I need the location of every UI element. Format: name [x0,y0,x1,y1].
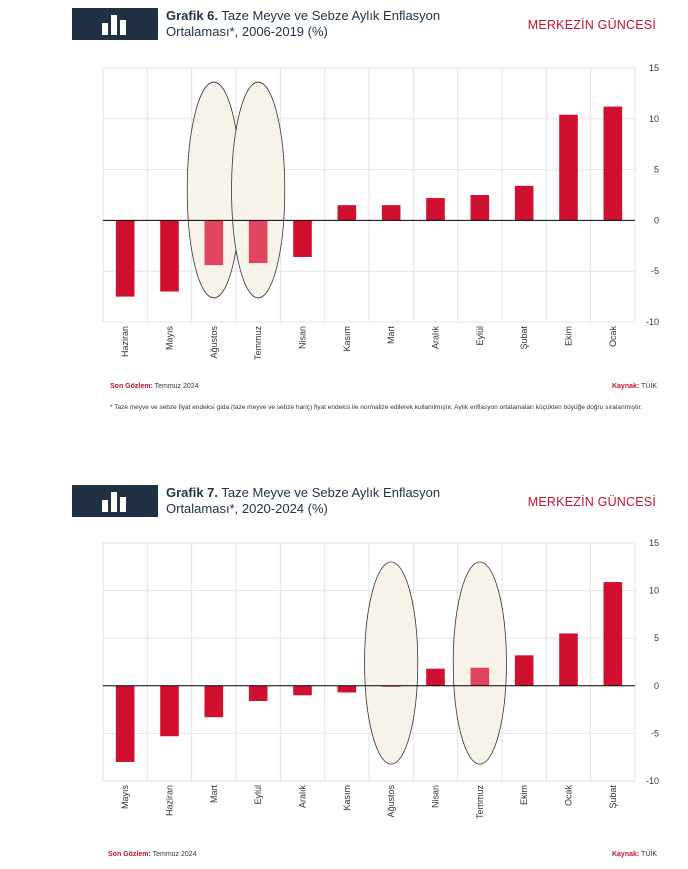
bar [204,685,224,718]
bar [115,220,135,297]
bar-chart-icon [102,15,126,35]
bar [514,185,534,221]
x-tick-label: Kasım [342,326,352,352]
y-tick-label: 5 [654,633,659,643]
bar-chart-icon [102,492,126,512]
chart6-title-line1: Taze Meyve ve Sebze Aylık Enflasyon [221,8,441,23]
x-tick-label: Eylül [253,785,263,805]
y-tick-label: 5 [654,165,659,175]
bar [204,220,224,266]
bar [293,220,312,257]
bar [426,198,445,221]
highlight-ellipse [452,561,507,765]
bar [470,667,490,686]
y-tick-label: 10 [649,114,659,124]
chart6: 15 10 5 0 -5 -10 Haziran Mayıs Ağustos Temmuz Nisa… [0,60,688,380]
chart7-title: Grafik 7. Taze Meyve ve Sebze Aylık Enfl… [166,485,466,517]
chart7-label: Grafik 7. [166,485,219,500]
bar [293,685,312,696]
x-tick-label: Temmuz [475,785,485,820]
x-tick-label: Şubat [608,785,618,809]
chart6-kaynak-label: Kaynak: [611,383,640,390]
bar [160,220,179,292]
bar [337,205,357,221]
chart7-badge [72,485,158,517]
highlight-ellipse [231,81,286,299]
x-tick-label: Kasım [342,785,352,811]
x-tick-label: Mayıs [120,785,130,810]
bar [514,655,534,686]
chart7-son-gozlem-value: Temmuz 2024 [152,851,197,858]
chart6-son-gozlem-label: Son Gözlem: [110,383,153,390]
x-tick-label: Mart [209,785,219,803]
x-tick-label: Mart [386,326,396,344]
bar [603,582,623,686]
x-tick-label: Aralık [431,326,441,350]
chart7-title-line1: Taze Meyve ve Sebze Aylık Enflasyon [221,485,441,500]
y-tick-label: 0 [654,681,659,691]
chart6-kaynak-value: TÜİK [641,383,657,390]
brand-label: MERKEZİN GÜNCESİ [527,18,656,32]
chart7: 15 10 5 0 -5 -10 Mayıs Haziran Mart Eylül Aralık Ka… [0,535,688,845]
y-tick-label: 0 [654,215,659,225]
brand-label: MERKEZİN GÜNCESİ [527,495,656,509]
x-tick-label: Şubat [519,326,529,350]
bar [248,685,268,702]
y-tick-label: 10 [649,586,659,596]
chart6-son-gozlem: Son Gözlem: Temmuz 2024 [110,383,199,390]
x-tick-label: Ağustos [209,326,219,359]
chart6-title: Grafik 6. Taze Meyve ve Sebze Aylık Enfl… [166,8,466,40]
chart6-label: Grafik 6. [166,8,219,23]
chart7-kaynak-label: Kaynak: [611,851,640,858]
chart6-title-line2: Ortalaması*, 2006-2019 (%) [166,24,328,39]
y-tick-label: -10 [646,317,659,327]
bar [248,220,268,264]
chart6-son-gozlem-value: Temmuz 2024 [154,383,199,390]
x-tick-label: Nisan [431,785,441,808]
bar [115,685,135,762]
chart6-header: Grafik 6. Taze Meyve ve Sebze Aylık Enfl… [72,8,660,40]
x-tick-label: Temmuz [253,326,263,361]
chart7-kaynak-value: TÜİK [641,851,657,858]
bar [470,195,490,221]
x-tick-label: Ekim [519,785,529,805]
x-tick-label: Nisan [298,326,308,349]
x-tick-label: Aralık [298,785,308,809]
chart6-footnote: * Taze meyve ve sebze fiyat endeksi gıda… [110,404,643,411]
chart6-badge [72,8,158,40]
bar [381,205,401,221]
bar [559,633,578,686]
y-tick-label: -5 [651,728,659,738]
x-tick-label: Ocak [608,326,618,348]
chart7-title-line2: Ortalaması*, 2020-2024 (%) [166,501,328,516]
bar [337,685,357,693]
x-tick-label: Eylül [475,326,485,346]
y-tick-label: -10 [646,776,659,786]
chart6-svg: 15 10 5 0 -5 -10 Haziran Mayıs Ağustos Temmuz Nisa… [102,63,659,361]
chart6-kaynak: Kaynak: TÜİK [612,383,657,390]
y-tick-label: -5 [651,266,659,276]
bar [426,668,445,686]
chart7-header: Grafik 7. Taze Meyve ve Sebze Aylık Enfl… [72,485,660,517]
x-tick-label: Ağustos [386,785,396,818]
chart7-svg: 15 10 5 0 -5 -10 Mayıs Haziran Mart Eylül Aralık Ka… [102,538,659,820]
highlight-ellipse [364,561,419,765]
bar [603,106,623,221]
bar [559,114,578,221]
chart7-son-gozlem: Son Gözlem: Temmuz 2024 [108,851,197,858]
y-tick-label: 15 [649,538,659,548]
x-tick-label: Ocak [564,785,574,807]
x-tick-label: Haziran [120,326,130,357]
x-tick-label: Haziran [165,785,175,816]
y-tick-label: 15 [649,63,659,73]
x-tick-label: Mayıs [165,326,175,351]
chart7-son-gozlem-label: Son Gözlem: [108,851,151,858]
chart7-kaynak: Kaynak: TÜİK [612,851,657,858]
x-tick-label: Ekim [564,326,574,346]
bar [160,685,179,737]
